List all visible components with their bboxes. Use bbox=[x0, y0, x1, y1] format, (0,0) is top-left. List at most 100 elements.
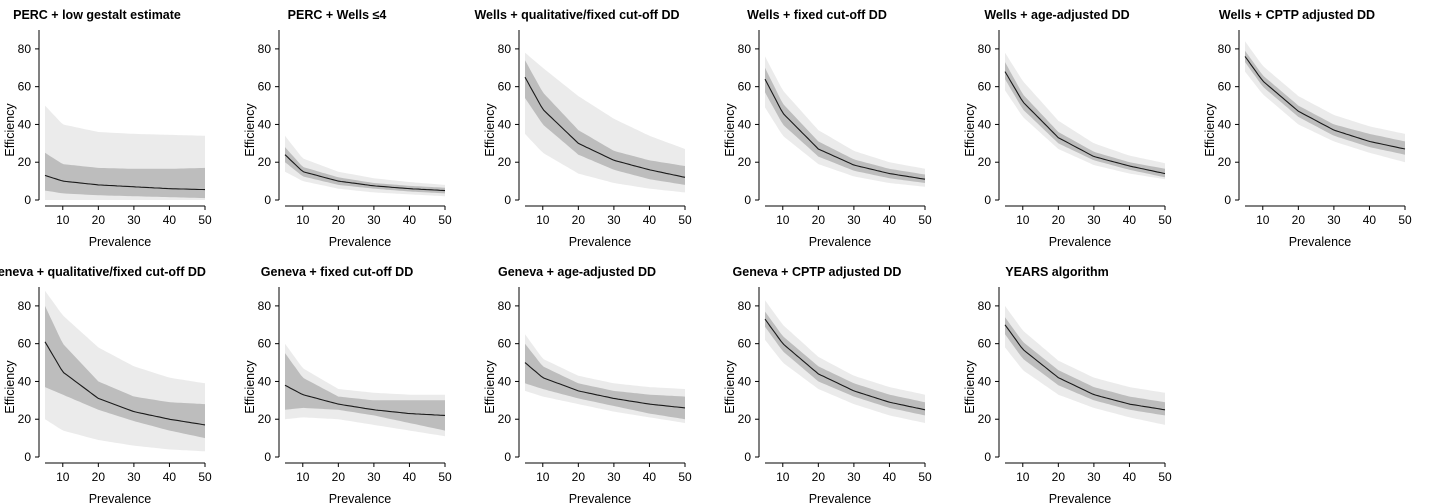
y-tick-label: 80 bbox=[18, 299, 32, 313]
y-axis-label: Efficiency bbox=[723, 103, 737, 157]
x-tick-label: 40 bbox=[643, 470, 657, 484]
y-tick-label: 0 bbox=[984, 193, 991, 207]
y-tick-label: 0 bbox=[504, 450, 511, 464]
y-tick-label: 80 bbox=[738, 299, 752, 313]
y-tick-label: 20 bbox=[18, 412, 32, 426]
x-tick-label: 10 bbox=[56, 213, 70, 227]
y-tick-label: 0 bbox=[264, 450, 271, 464]
x-tick-label: 20 bbox=[332, 213, 346, 227]
y-tick-label: 20 bbox=[738, 155, 752, 169]
x-tick-label: 20 bbox=[572, 213, 586, 227]
outer-interval-band bbox=[525, 52, 685, 193]
panel-title: Wells + qualitative/fixed cut-off DD bbox=[474, 8, 679, 22]
y-tick-label: 40 bbox=[18, 117, 32, 131]
y-axis-label: Efficiency bbox=[3, 103, 17, 157]
inner-interval-band bbox=[1005, 317, 1165, 416]
chart-panel-8: Geneva + age-adjusted DD 0 20 40 60 80 10 20 30 4… bbox=[483, 265, 692, 503]
y-tick-label: 60 bbox=[18, 337, 32, 351]
panel-title: YEARS algorithm bbox=[1005, 265, 1109, 279]
inner-interval-band bbox=[285, 147, 445, 194]
x-tick-label: 50 bbox=[438, 470, 452, 484]
chart-panel-1: PERC + Wells ≤4 0 20 40 60 80 10 20 30 40 50 Preval… bbox=[243, 8, 452, 249]
y-tick-label: 20 bbox=[258, 155, 272, 169]
y-axis-label: Efficiency bbox=[483, 103, 497, 157]
y-tick-label: 60 bbox=[1218, 80, 1232, 94]
x-tick-label: 50 bbox=[678, 470, 692, 484]
y-tick-label: 0 bbox=[744, 193, 751, 207]
y-tick-label: 60 bbox=[258, 337, 272, 351]
efficiency-curve bbox=[44, 341, 206, 426]
inner-interval-band bbox=[765, 67, 925, 183]
x-tick-label: 10 bbox=[776, 470, 790, 484]
outer-interval-band bbox=[1245, 41, 1405, 163]
chart-panel-10: YEARS algorithm 0 20 40 60 80 10 20 30 40 50 Preval… bbox=[963, 265, 1172, 503]
x-tick-label: 10 bbox=[1256, 213, 1270, 227]
chart-panel-3: Wells + fixed cut-off DD 0 20 40 60 80 10 20 30 4… bbox=[723, 8, 932, 249]
x-tick-label: 20 bbox=[812, 470, 826, 484]
chart-panel-2: Wells + qualitative/fixed cut-off DD 0 20 4… bbox=[474, 8, 692, 249]
y-tick-label: 80 bbox=[18, 42, 32, 56]
panel-title: PERC + Wells ≤4 bbox=[288, 8, 387, 22]
x-axis-label: Prevalence bbox=[1049, 235, 1112, 249]
y-tick-label: 0 bbox=[24, 193, 31, 207]
y-tick-label: 60 bbox=[498, 80, 512, 94]
y-tick-label: 20 bbox=[738, 412, 752, 426]
panel-title: Wells + fixed cut-off DD bbox=[747, 8, 887, 22]
x-tick-label: 30 bbox=[847, 213, 861, 227]
x-tick-label: 30 bbox=[367, 470, 381, 484]
x-tick-label: 40 bbox=[643, 213, 657, 227]
x-tick-label: 40 bbox=[163, 470, 177, 484]
x-axis-label: Prevalence bbox=[1289, 235, 1352, 249]
efficiency-curve bbox=[1244, 56, 1406, 150]
x-tick-label: 20 bbox=[92, 213, 106, 227]
x-tick-label: 40 bbox=[1123, 470, 1137, 484]
inner-interval-band bbox=[525, 343, 685, 420]
x-axis-label: Prevalence bbox=[89, 235, 152, 249]
chart-panel-6: Geneva + qualitative/fixed cut-off DD 0 20… bbox=[0, 265, 212, 503]
x-tick-label: 30 bbox=[1087, 213, 1101, 227]
y-tick-label: 0 bbox=[264, 193, 271, 207]
x-tick-label: 20 bbox=[1052, 213, 1066, 227]
x-tick-label: 40 bbox=[163, 213, 177, 227]
y-tick-label: 60 bbox=[738, 80, 752, 94]
outer-interval-band bbox=[1005, 305, 1165, 425]
x-tick-label: 10 bbox=[1016, 213, 1030, 227]
y-tick-label: 0 bbox=[984, 450, 991, 464]
panel-title: Geneva + age-adjusted DD bbox=[498, 265, 656, 279]
y-tick-label: 40 bbox=[978, 374, 992, 388]
x-tick-label: 50 bbox=[918, 213, 932, 227]
inner-interval-band bbox=[1245, 50, 1405, 155]
y-tick-label: 80 bbox=[1218, 42, 1232, 56]
x-tick-label: 30 bbox=[607, 470, 621, 484]
x-axis-label: Prevalence bbox=[329, 492, 392, 503]
x-tick-label: 50 bbox=[198, 470, 212, 484]
y-tick-label: 20 bbox=[978, 412, 992, 426]
panel-title: Wells + CPTP adjusted DD bbox=[1219, 8, 1375, 22]
panel-title: Geneva + CPTP adjusted DD bbox=[733, 265, 902, 279]
x-tick-label: 50 bbox=[678, 213, 692, 227]
y-tick-label: 40 bbox=[1218, 117, 1232, 131]
x-axis-label: Prevalence bbox=[809, 492, 872, 503]
y-tick-label: 80 bbox=[258, 299, 272, 313]
y-tick-label: 20 bbox=[498, 155, 512, 169]
x-tick-label: 50 bbox=[1158, 213, 1172, 227]
x-tick-label: 30 bbox=[607, 213, 621, 227]
x-axis-label: Prevalence bbox=[89, 492, 152, 503]
y-tick-label: 20 bbox=[978, 155, 992, 169]
x-tick-label: 40 bbox=[1363, 213, 1377, 227]
efficiency-curve bbox=[764, 318, 926, 411]
panel-title: Wells + age-adjusted DD bbox=[984, 8, 1129, 22]
y-tick-label: 80 bbox=[978, 299, 992, 313]
chart-panel-9: Geneva + CPTP adjusted DD 0 20 40 60 80 10 20 30… bbox=[723, 265, 932, 503]
x-tick-label: 50 bbox=[1398, 213, 1412, 227]
panel-title: PERC + low gestalt estimate bbox=[13, 8, 181, 22]
x-tick-label: 20 bbox=[812, 213, 826, 227]
x-tick-label: 10 bbox=[1016, 470, 1030, 484]
y-tick-label: 40 bbox=[978, 117, 992, 131]
y-tick-label: 0 bbox=[24, 450, 31, 464]
y-tick-label: 60 bbox=[498, 337, 512, 351]
x-tick-label: 30 bbox=[1327, 213, 1341, 227]
x-tick-label: 10 bbox=[56, 470, 70, 484]
y-tick-label: 80 bbox=[978, 42, 992, 56]
